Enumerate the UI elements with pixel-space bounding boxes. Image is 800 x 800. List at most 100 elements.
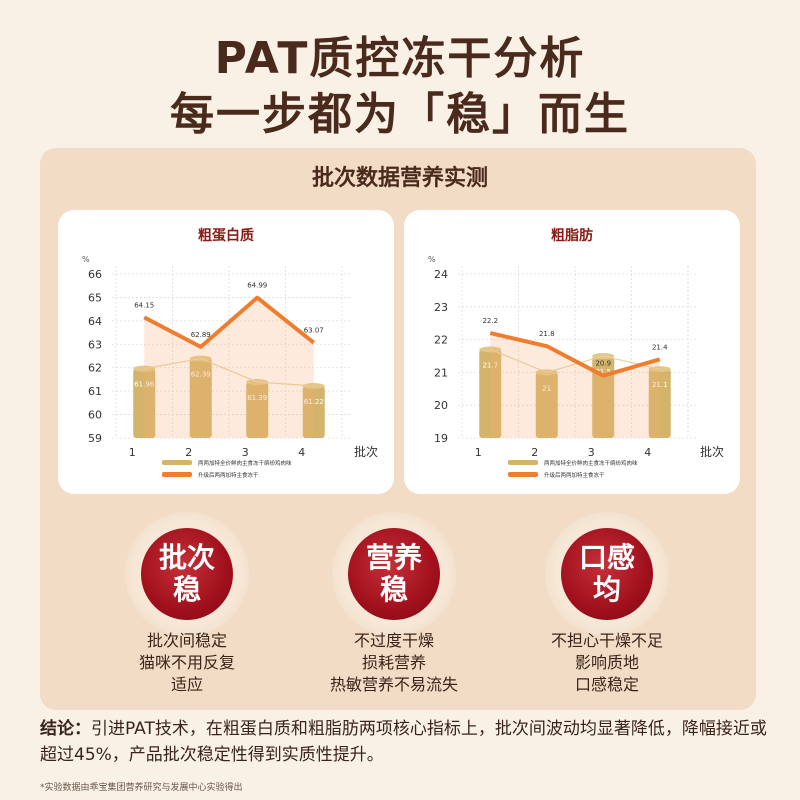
y-tick-label: 24 [434,268,448,281]
protein-chart: 粗蛋白质% 59 60 61 62 63 64 65 66 61.96 62.39 61.39 61.2… [82,227,378,479]
bar-value-label: 21.5 [595,368,611,376]
legend-swatch-line [508,472,538,477]
bar-value-label: 21.7 [482,361,498,369]
conclusion-label: 结论： [40,719,91,739]
line-value-label: 63.07 [304,327,324,335]
y-tick-label: 21 [434,366,448,379]
bar-value-label: 21 [542,384,551,392]
conclusion-body: 引进PAT技术，在粗蛋白质和粗脂肪两项核心指标上，批次间波动均显著降低，降幅接近… [40,719,767,765]
x-axis-label: 批次 [354,444,378,459]
line-value-label: 22.2 [482,317,498,325]
desc-line: 不担心干燥不足 [550,631,663,650]
protein-chart-card: 粗蛋白质% 59 60 61 62 63 64 65 66 61.96 62.39 61.39 61.2… [58,210,394,494]
legend-swatch-bar [508,460,538,465]
line-value-label: 21.4 [652,343,668,351]
bar-value-label: 61.22 [304,398,324,406]
x-tick-label: 4 [644,446,651,459]
x-tick-label: 2 [185,446,192,459]
desc-line: 适应 [170,675,203,694]
bar [189,358,212,438]
desc-line: 损耗营养 [361,653,426,672]
bar [648,369,671,438]
section-title: 批次数据营养实测 [311,166,488,191]
bar-value-label: 61.96 [134,381,155,389]
unit-label: % [82,255,90,264]
badge-description: 不过度干燥 损耗营养 热敏营养不易流失 [294,630,494,696]
x-tick-label: 2 [531,446,538,459]
badge-line1: 口感 [578,541,635,574]
bar [592,356,615,438]
y-tick-label: 59 [88,432,102,445]
bar [246,382,269,438]
bar-value-label: 61.39 [247,394,267,402]
fat-chart: 粗脂肪%19202122232421.72121.521.122.221.820… [428,227,724,479]
line-area [490,333,660,438]
line-value-label: 20.9 [595,360,611,368]
line-area [144,297,314,438]
legend-swatch-line [162,472,192,477]
badge-line1: 营养 [365,541,422,574]
x-tick-label: 3 [588,446,595,459]
unit-label: % [428,255,436,264]
y-tick-label: 61 [88,385,102,398]
chart-title: 粗脂肪 [551,227,593,244]
badge-texture-even: 口感 均 [545,512,669,636]
y-tick-label: 23 [434,301,448,314]
badge-description: 不担心干燥不足 影响质地 口感稳定 [507,630,707,696]
desc-line: 影响质地 [574,653,639,672]
footnote: *实验数据由乖宝集团营养研究与发展中心实验得出 [40,783,243,793]
desc-line: 猫咪不用反复 [138,653,235,672]
conclusion-text: 结论：引进PAT技术，在粗蛋白质和粗脂肪两项核心指标上，批次间波动均显著降低，降… [40,716,770,768]
desc-line: 不过度干燥 [353,631,434,650]
y-tick-label: 64 [88,315,102,328]
legend-swatch-bar [162,460,192,465]
bar [535,372,558,438]
line-value-label: 21.8 [539,330,555,338]
bar [479,349,502,438]
fat-chart-card: 粗脂肪%19202122232421.72121.521.122.221.820… [404,210,740,494]
y-tick-label: 62 [88,362,102,375]
y-tick-label: 22 [434,334,448,347]
badge-line2: 均 [592,573,621,606]
legend-label: 升级后两两加特主食冻干 [198,471,259,479]
badge-line2: 稳 [172,573,201,606]
line-series [489,331,661,378]
line-value-label: 64.15 [134,301,154,309]
y-tick-label: 20 [434,399,448,412]
bar-value-label: 62.39 [191,371,211,379]
page-title: PAT质控冻干分析 [214,33,586,84]
x-tick-label: 1 [129,446,136,459]
bar [133,368,156,438]
desc-line: 热敏营养不易流失 [329,675,458,694]
badge-line1: 批次 [158,541,215,574]
chart-title: 粗蛋白质 [198,227,254,244]
y-tick-label: 66 [88,268,102,281]
badge-circle: 营养 稳 [348,528,440,620]
line-series [143,295,315,349]
badge-circle: 口感 均 [561,528,653,620]
bar [302,385,325,438]
line-value-label: 62.89 [191,331,211,339]
legend-label: 两两加特全价鲜肉主食冻干缤纷鸡肉味 [198,459,292,467]
y-tick-label: 63 [88,338,102,351]
x-axis-label: 批次 [700,444,724,459]
y-tick-label: 19 [434,432,448,445]
line-value-label: 64.99 [247,282,267,290]
badge-nutrition-stable: 营养 稳 [332,512,456,636]
desc-line: 批次间稳定 [146,631,227,650]
bar-top [302,382,325,389]
bar-connector-line [144,357,314,387]
page-subtitle: 每一步都为「稳」而生 [170,89,630,140]
badge-circle: 批次 稳 [141,528,233,620]
x-tick-label: 1 [475,446,482,459]
desc-line: 口感稳定 [574,675,639,694]
x-tick-label: 3 [242,446,249,459]
y-tick-label: 60 [88,409,102,422]
y-tick-label: 65 [88,291,102,304]
badge-batch-stable: 批次 稳 [125,512,249,636]
bar-connector-line [490,348,660,374]
badge-description: 批次间稳定 猫咪不用反复 适应 [87,630,287,696]
bar-value-label: 21.1 [652,381,668,389]
x-tick-label: 4 [298,446,305,459]
legend-label: 两两加特全价鲜肉主食冻干缤纷鸡肉味 [544,459,638,467]
